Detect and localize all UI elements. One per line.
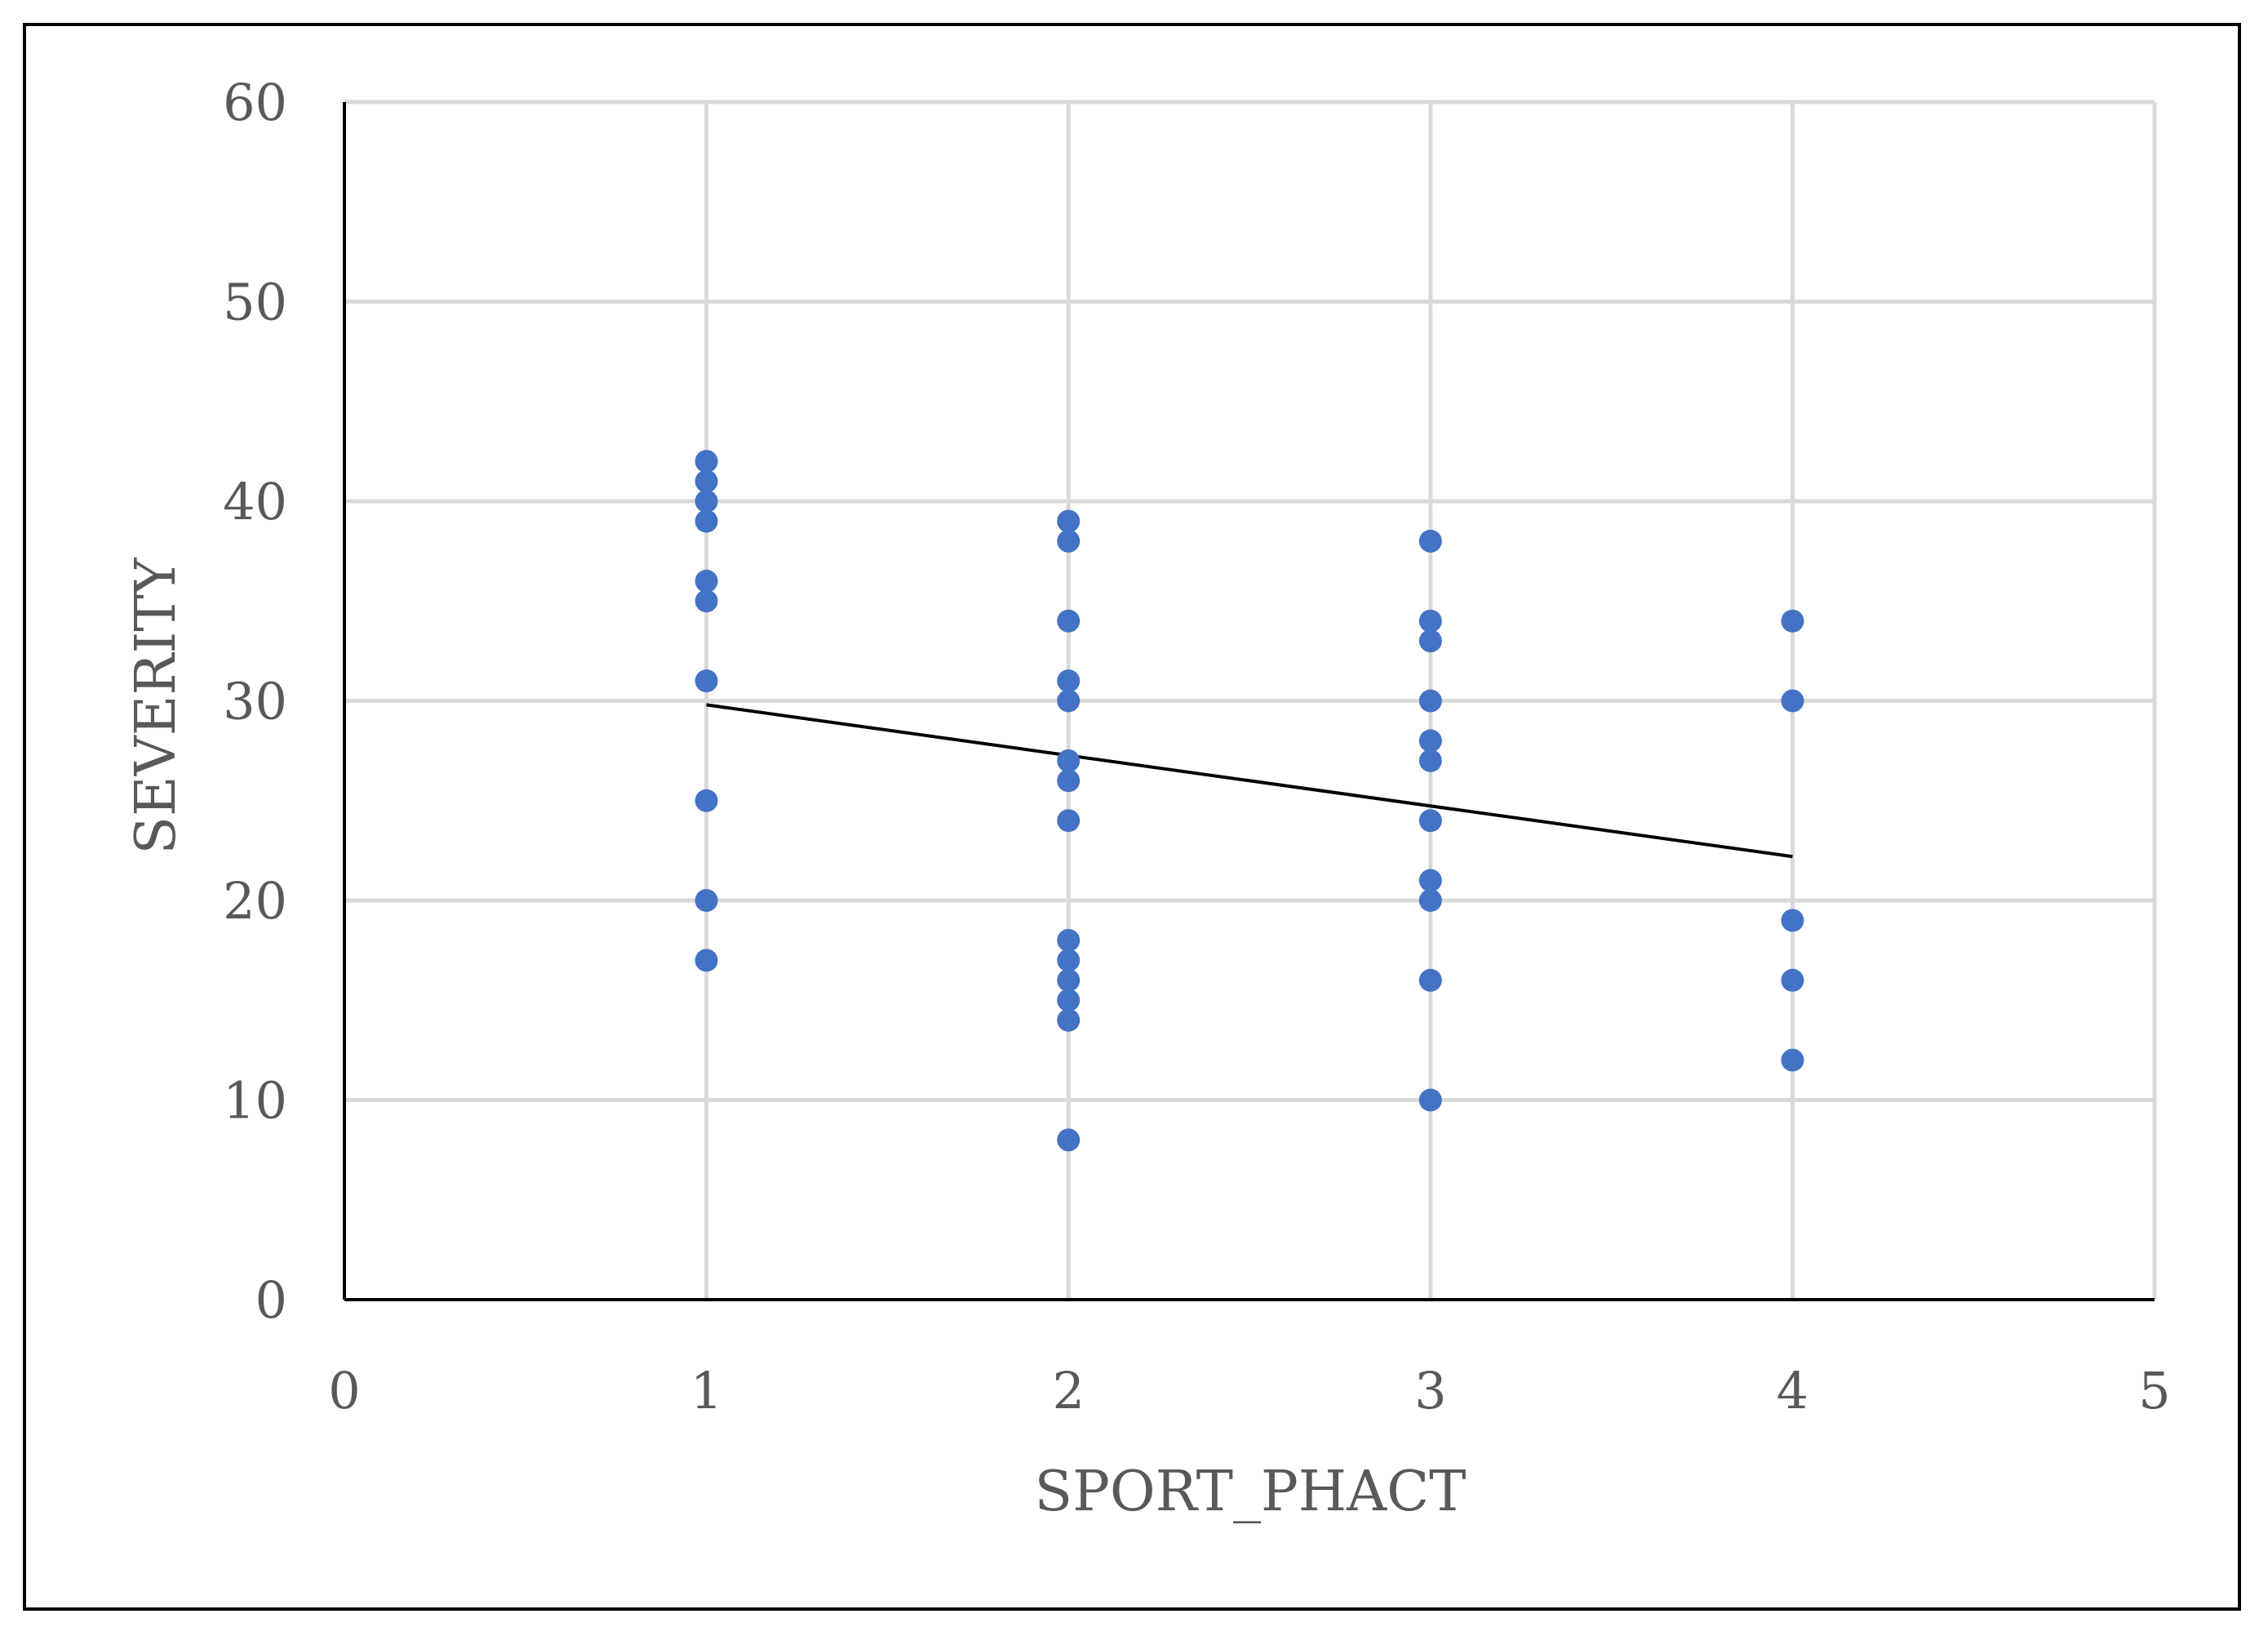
data-point — [695, 450, 718, 473]
data-point — [1057, 749, 1081, 772]
data-point — [1418, 629, 1442, 653]
data-point — [1057, 1128, 1081, 1152]
data-point — [695, 669, 718, 693]
data-point — [1418, 689, 1442, 713]
data-point — [1781, 909, 1804, 932]
data-point — [695, 490, 718, 513]
y-axis-title: SEVERITY — [124, 557, 189, 854]
data-point — [1781, 1048, 1804, 1072]
data-point — [1418, 1088, 1442, 1112]
data-point — [695, 509, 718, 533]
y-tick-label: 40 — [223, 472, 287, 531]
y-tick-label: 10 — [223, 1071, 287, 1131]
data-point — [1057, 769, 1081, 793]
data-point — [1057, 509, 1081, 533]
x-tick-label: 0 — [328, 1361, 360, 1420]
data-point — [1418, 889, 1442, 912]
data-point — [695, 589, 718, 613]
trendline — [706, 703, 1793, 859]
data-point — [1057, 928, 1081, 952]
data-point — [1781, 689, 1804, 713]
trendline-layer — [706, 703, 1793, 859]
data-point — [1057, 669, 1081, 693]
data-point — [1057, 1008, 1081, 1032]
data-point — [1057, 689, 1081, 713]
x-tick-label: 5 — [2138, 1361, 2170, 1420]
x-tick-label: 3 — [1414, 1361, 1446, 1420]
y-tick-label: 30 — [223, 672, 287, 731]
data-point — [695, 949, 718, 972]
data-point — [1057, 968, 1081, 992]
data-point — [1418, 729, 1442, 753]
data-point — [695, 469, 718, 493]
chart-frame — [23, 23, 2241, 1611]
data-point — [1418, 809, 1442, 833]
data-point — [1057, 949, 1081, 972]
data-point — [1057, 989, 1081, 1012]
data-point — [1781, 968, 1804, 992]
data-point — [1418, 749, 1442, 772]
x-tick-label: 4 — [1777, 1361, 1809, 1420]
data-point — [695, 569, 718, 593]
x-tick-label: 2 — [1052, 1361, 1084, 1420]
data-point — [1418, 609, 1442, 633]
data-point — [1781, 609, 1804, 633]
data-point — [1057, 609, 1081, 633]
y-tick-label: 50 — [223, 273, 287, 332]
y-tick-label: 20 — [223, 871, 287, 931]
y-tick-label: 0 — [255, 1270, 287, 1330]
y-tick-label: 60 — [223, 73, 287, 132]
x-axis-title: SPORT_PHACT — [1035, 1460, 1467, 1524]
data-point — [1418, 869, 1442, 892]
data-point — [1057, 809, 1081, 833]
data-points — [695, 450, 1804, 1152]
x-tick-label: 1 — [690, 1361, 722, 1420]
data-point — [695, 789, 718, 812]
data-point — [695, 889, 718, 912]
grid-lines — [344, 100, 2157, 1300]
tick-labels: 0 10 20 30 40 50 60 0 1 2 3 4 5 — [223, 73, 2171, 1420]
data-point — [1057, 529, 1081, 553]
axes — [343, 102, 2155, 1301]
data-point — [1418, 529, 1442, 553]
data-point — [1418, 968, 1442, 992]
